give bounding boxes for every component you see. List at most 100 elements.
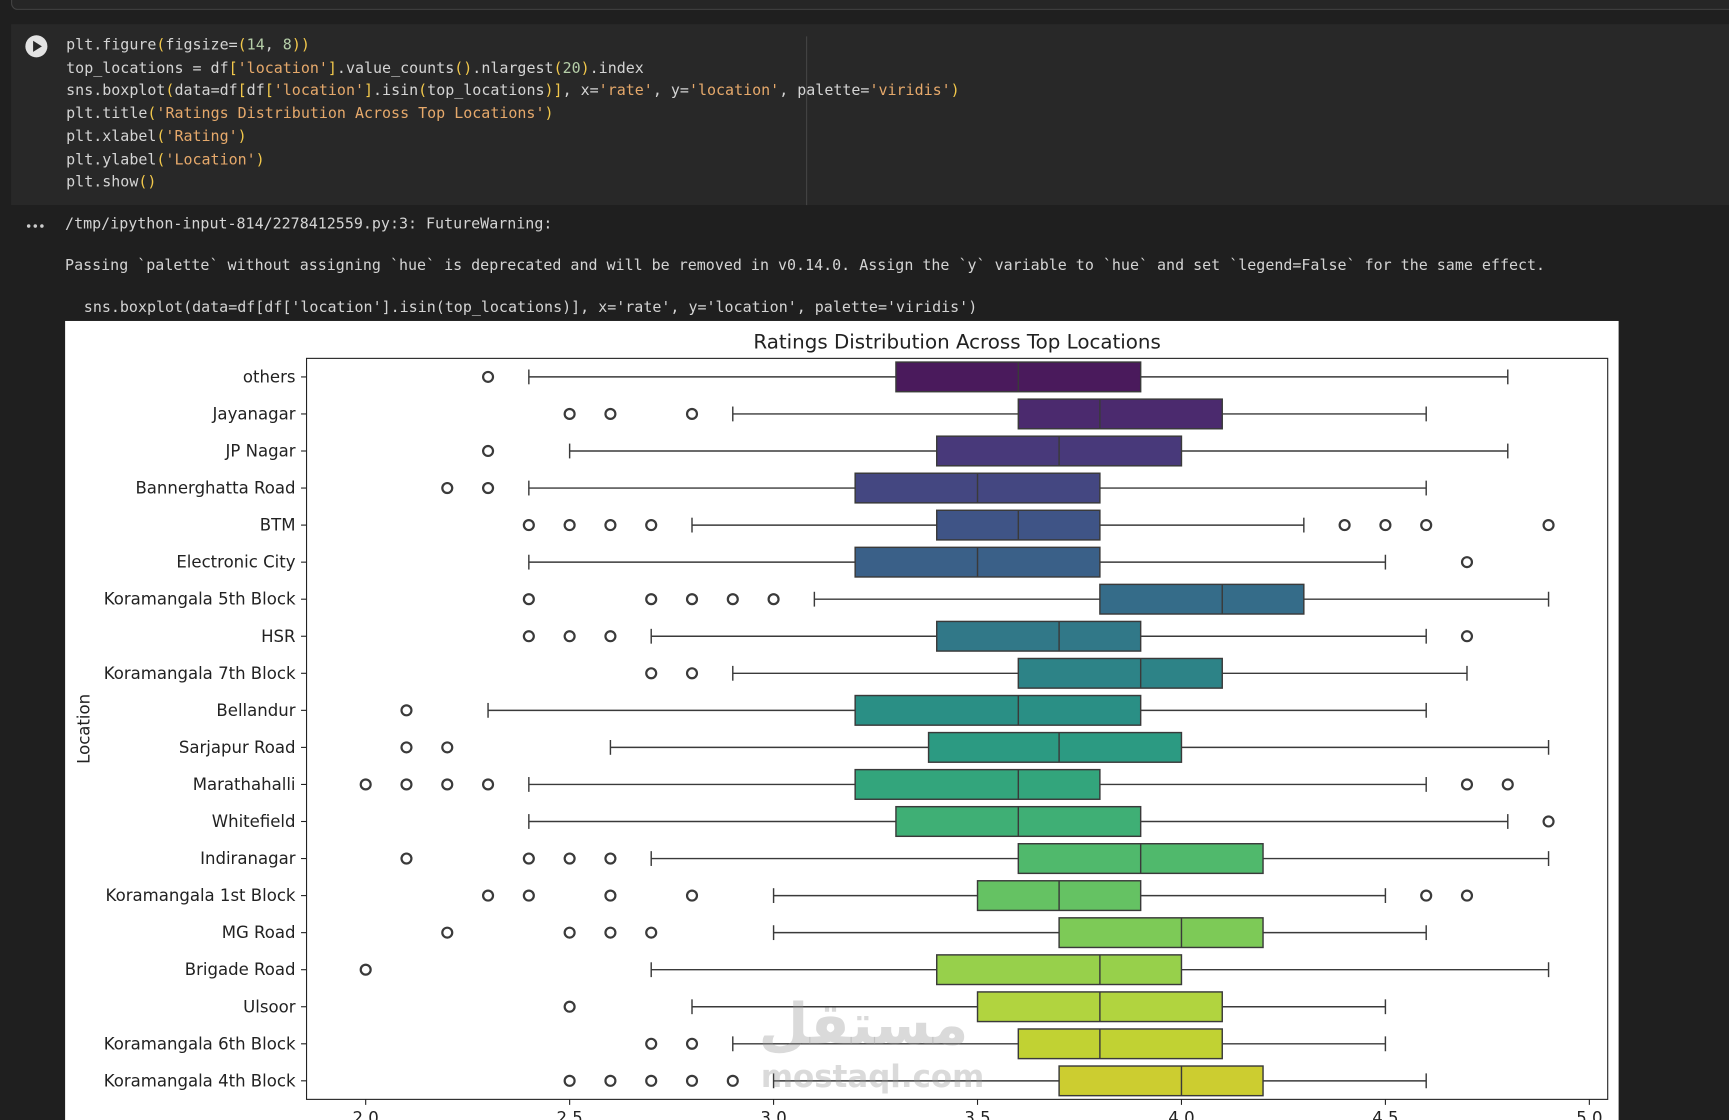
code-token: df (246, 82, 265, 100)
code-token: ( (237, 36, 247, 55)
box (854, 694, 1142, 726)
code-token: [ (237, 82, 247, 100)
outlier (1542, 519, 1555, 532)
box (1058, 1065, 1264, 1097)
ruler (806, 36, 808, 206)
code-token: .value_counts (336, 59, 455, 77)
y-tick-label: Whitefield (212, 812, 296, 831)
box (854, 768, 1101, 800)
y-tick-label: Koramangala 6th Block (104, 1034, 296, 1053)
code-line: sns.boxplot(data=df[df['location'].isin(… (66, 82, 960, 100)
outlier (481, 481, 495, 495)
outlier (645, 519, 658, 532)
outlier (685, 593, 699, 606)
code-token: 'Ratings Distribution Across Top Locatio… (156, 104, 545, 123)
outlier (685, 889, 699, 902)
code-token: 'location' (237, 59, 328, 77)
chart-title: Ratings Distribution Across Top Location… (753, 330, 1160, 353)
code-token: ( (138, 173, 148, 191)
outlier (522, 889, 535, 902)
box (927, 731, 1183, 763)
outlier (1542, 815, 1555, 828)
outlier (563, 926, 576, 939)
output-menu[interactable] (25, 221, 45, 232)
y-tick-label: Indiranagar (200, 849, 296, 868)
outlier (726, 593, 739, 606)
y-tick-label: BTM (260, 516, 296, 535)
run-button[interactable] (24, 34, 48, 58)
outlier (563, 1074, 576, 1087)
code-token: 'location' (688, 82, 780, 100)
outlier (563, 519, 576, 532)
dot[interactable] (33, 224, 38, 228)
outlier (441, 926, 454, 939)
warning-header: /tmp/ipython-input-814/2278412559.py:3: … (65, 215, 553, 233)
outlier (1460, 630, 1474, 643)
box (1099, 583, 1305, 615)
code-cell (11, 24, 1729, 206)
code-token: ( (156, 127, 166, 146)
outlier (563, 630, 576, 643)
outlier (767, 593, 780, 606)
code-token: ( (418, 82, 428, 100)
code-token: ] (364, 82, 374, 100)
box (1017, 1028, 1223, 1060)
outlier (604, 407, 617, 421)
y-tick-label: others (243, 367, 296, 386)
code-token: ) (237, 127, 247, 146)
outlier (359, 963, 372, 976)
outlier (604, 1074, 617, 1087)
outlier (1460, 556, 1474, 569)
x-tick-label: 2.5 (556, 1109, 582, 1120)
box (1017, 398, 1223, 430)
code-line: top_locations = df['location'].value_cou… (66, 59, 644, 77)
outlier (645, 667, 658, 680)
dot[interactable] (40, 224, 44, 228)
code-token: 14 (246, 36, 265, 55)
y-tick-label: Sarjapur Road (179, 738, 296, 757)
y-tick-label: Jayanagar (212, 404, 296, 423)
code-token: ( (553, 59, 563, 77)
outlier (1460, 778, 1474, 791)
outlier (1460, 889, 1474, 902)
code-token: ) (463, 59, 473, 77)
outlier (481, 370, 495, 383)
outlier (359, 778, 372, 791)
y-tick-label: Koramangala 1st Block (106, 886, 296, 905)
code-line: plt.ylabel('Location') (66, 151, 265, 169)
outlier (685, 1037, 699, 1050)
outlier (563, 407, 576, 421)
x-tick-label: 2.0 (353, 1109, 379, 1120)
outlier (522, 593, 535, 606)
outlier (645, 593, 658, 606)
outlier (1379, 519, 1392, 532)
code-line: plt.title('Ratings Distribution Across T… (66, 105, 553, 123)
run-icon[interactable] (33, 40, 42, 52)
outlier (1501, 778, 1514, 791)
y-tick-label: Ulsoor (243, 997, 296, 1016)
code-token: ) (147, 173, 157, 191)
code-token: ( (147, 104, 157, 123)
code-token: 'viridis' (869, 82, 951, 100)
y-axis-label: Location (74, 694, 93, 764)
code-token: sns.boxplot (66, 82, 166, 100)
outlier (481, 444, 495, 458)
dot[interactable] (26, 224, 31, 228)
code-token: 'Rating' (165, 127, 238, 146)
code-token: 'Location' (165, 150, 256, 169)
outlier (522, 630, 535, 643)
outlier (400, 741, 413, 754)
code-token: ( (156, 36, 166, 55)
watermark-latin: mostaql.com (760, 1058, 985, 1095)
code-token: 'location' (273, 82, 365, 100)
code-token: ( (165, 82, 175, 100)
outlier (441, 481, 454, 495)
y-tick-label: JP Nagar (224, 442, 295, 461)
y-tick-label: HSR (261, 627, 296, 646)
outlier (441, 741, 454, 754)
code-token: top_locations (427, 82, 545, 100)
outlier (645, 926, 658, 939)
code-token: 20 (562, 59, 581, 77)
code-token: .index (589, 59, 644, 77)
